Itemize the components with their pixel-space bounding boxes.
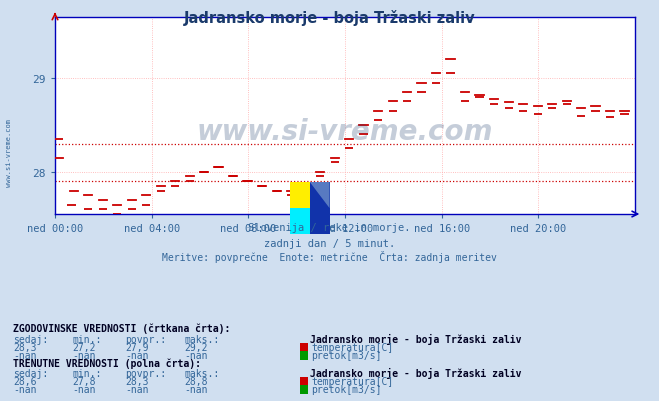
Text: pretok[m3/s]: pretok[m3/s] bbox=[311, 350, 382, 360]
Text: maks.:: maks.: bbox=[185, 334, 219, 344]
Text: temperatura[C]: temperatura[C] bbox=[311, 376, 393, 386]
Text: povpr.:: povpr.: bbox=[125, 334, 166, 344]
Text: temperatura[C]: temperatura[C] bbox=[311, 342, 393, 352]
Text: www.si-vreme.com: www.si-vreme.com bbox=[5, 118, 12, 186]
Text: -nan: -nan bbox=[185, 384, 208, 394]
Text: -nan: -nan bbox=[185, 350, 208, 360]
Text: povpr.:: povpr.: bbox=[125, 368, 166, 378]
Text: -nan: -nan bbox=[13, 350, 37, 360]
Text: min.:: min.: bbox=[72, 368, 102, 378]
Text: 28,3: 28,3 bbox=[125, 376, 149, 386]
Text: Meritve: povprečne  Enote: metrične  Črta: zadnja meritev: Meritve: povprečne Enote: metrične Črta:… bbox=[162, 251, 497, 263]
Text: Jadransko morje - boja Tržaski zaliv: Jadransko morje - boja Tržaski zaliv bbox=[310, 333, 521, 344]
Text: 27,8: 27,8 bbox=[72, 376, 96, 386]
Text: Jadransko morje - boja Tržaski zaliv: Jadransko morje - boja Tržaski zaliv bbox=[310, 367, 521, 378]
Text: -nan: -nan bbox=[125, 350, 149, 360]
Text: 28,8: 28,8 bbox=[185, 376, 208, 386]
Bar bbox=[290, 209, 310, 235]
Text: -nan: -nan bbox=[72, 350, 96, 360]
Text: TRENUTNE VREDNOSTI (polna črta):: TRENUTNE VREDNOSTI (polna črta): bbox=[13, 357, 201, 368]
Text: Jadransko morje - boja Tržaski zaliv: Jadransko morje - boja Tržaski zaliv bbox=[184, 10, 475, 26]
Polygon shape bbox=[310, 182, 330, 209]
Bar bbox=[310, 182, 330, 235]
Text: maks.:: maks.: bbox=[185, 368, 219, 378]
Text: pretok[m3/s]: pretok[m3/s] bbox=[311, 384, 382, 394]
Text: 27,9: 27,9 bbox=[125, 342, 149, 352]
Text: -nan: -nan bbox=[13, 384, 37, 394]
Text: ZGODOVINSKE VREDNOSTI (črtkana črta):: ZGODOVINSKE VREDNOSTI (črtkana črta): bbox=[13, 322, 231, 333]
Bar bbox=[290, 182, 310, 209]
Text: sedaj:: sedaj: bbox=[13, 368, 48, 378]
Text: www.si-vreme.com: www.si-vreme.com bbox=[197, 118, 493, 146]
Text: -nan: -nan bbox=[125, 384, 149, 394]
Text: 29,2: 29,2 bbox=[185, 342, 208, 352]
Text: 28,6: 28,6 bbox=[13, 376, 37, 386]
Text: 27,2: 27,2 bbox=[72, 342, 96, 352]
Text: zadnji dan / 5 minut.: zadnji dan / 5 minut. bbox=[264, 239, 395, 249]
Text: sedaj:: sedaj: bbox=[13, 334, 48, 344]
Text: -nan: -nan bbox=[72, 384, 96, 394]
Text: Slovenija / reke in morje.: Slovenija / reke in morje. bbox=[248, 223, 411, 233]
Text: min.:: min.: bbox=[72, 334, 102, 344]
Text: 28,3: 28,3 bbox=[13, 342, 37, 352]
